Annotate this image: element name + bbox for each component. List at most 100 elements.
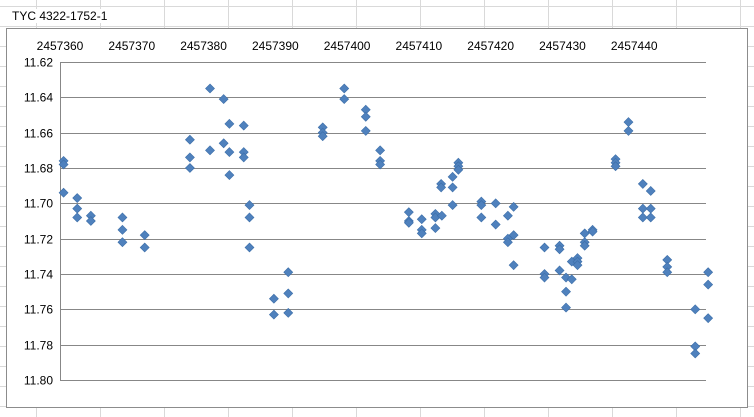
data-point[interactable]: [508, 260, 519, 271]
data-point[interactable]: [690, 348, 701, 359]
data-point[interactable]: [224, 170, 235, 180]
scatter-chart: 2457360 2457370 2457380 2457390 2457400 24574…: [24, 39, 714, 388]
data-point[interactable]: [539, 242, 550, 253]
data-point[interactable]: [610, 161, 621, 172]
data-point[interactable]: [317, 131, 328, 142]
data-point[interactable]: [72, 203, 83, 214]
data-point[interactable]: [703, 267, 714, 278]
data-point[interactable]: [566, 274, 577, 285]
data-point[interactable]: [268, 309, 279, 320]
data-point[interactable]: [572, 260, 583, 271]
data-point[interactable]: [218, 94, 229, 105]
data-point[interactable]: [360, 111, 371, 122]
data-point[interactable]: [447, 200, 458, 211]
data-points: [58, 83, 714, 359]
data-point[interactable]: [587, 226, 598, 237]
data-point[interactable]: [453, 164, 464, 175]
data-point[interactable]: [539, 272, 550, 283]
data-point[interactable]: [139, 230, 150, 241]
data-point[interactable]: [508, 230, 519, 241]
data-point[interactable]: [447, 182, 458, 193]
data-point[interactable]: [268, 293, 279, 304]
data-point[interactable]: [703, 279, 714, 290]
data-point[interactable]: [375, 159, 386, 170]
x-tick-label: 2457440: [611, 39, 658, 53]
x-tick-label: 2457360: [37, 39, 84, 53]
data-point[interactable]: [184, 134, 195, 145]
data-point[interactable]: [283, 267, 294, 278]
x-tick-label: 2457390: [252, 39, 299, 53]
data-point[interactable]: [561, 286, 571, 297]
y-tick-label: 11.70: [24, 197, 53, 211]
data-point[interactable]: [436, 210, 447, 221]
data-point[interactable]: [490, 198, 501, 209]
data-point[interactable]: [662, 267, 673, 278]
data-point[interactable]: [72, 193, 83, 203]
data-point[interactable]: [490, 219, 501, 230]
data-point[interactable]: [447, 171, 458, 182]
data-point[interactable]: [244, 200, 255, 211]
data-point[interactable]: [117, 212, 128, 223]
data-point[interactable]: [224, 147, 235, 158]
data-point[interactable]: [85, 216, 96, 226]
data-point[interactable]: [139, 242, 150, 253]
data-point[interactable]: [218, 138, 229, 149]
data-point[interactable]: [403, 217, 414, 228]
chart-area[interactable]: 2457360 2457370 2457380 2457390 2457400 24574…: [6, 28, 748, 408]
data-point[interactable]: [554, 265, 565, 276]
data-point[interactable]: [224, 118, 235, 129]
x-tick-label: 2457420: [467, 39, 514, 53]
data-point[interactable]: [184, 152, 195, 163]
data-point[interactable]: [637, 212, 648, 223]
data-point[interactable]: [554, 244, 565, 255]
data-point[interactable]: [561, 302, 571, 313]
data-point[interactable]: [244, 212, 255, 223]
data-point[interactable]: [283, 288, 294, 299]
data-point[interactable]: [645, 186, 656, 196]
data-point[interactable]: [339, 94, 350, 105]
data-point[interactable]: [430, 223, 441, 233]
data-point[interactable]: [645, 203, 656, 214]
x-tick-label: 2457410: [396, 39, 443, 53]
data-point[interactable]: [205, 145, 215, 156]
data-point[interactable]: [72, 212, 83, 223]
data-point[interactable]: [416, 214, 427, 225]
data-point[interactable]: [623, 125, 634, 136]
data-point[interactable]: [58, 159, 69, 170]
data-point[interactable]: [508, 201, 519, 212]
data-point[interactable]: [623, 117, 634, 127]
data-point[interactable]: [579, 240, 590, 251]
y-tick-label: 11.62: [24, 56, 53, 70]
data-point[interactable]: [360, 125, 371, 136]
data-point[interactable]: [645, 212, 656, 223]
x-tick-label: 2457400: [324, 39, 371, 53]
y-tick-label: 11.68: [24, 162, 53, 176]
x-tick-label: 2457430: [539, 39, 586, 53]
data-point[interactable]: [476, 200, 487, 211]
data-point[interactable]: [205, 83, 215, 94]
x-tick-label: 2457370: [108, 39, 155, 53]
data-point[interactable]: [238, 152, 249, 163]
data-point[interactable]: [117, 237, 128, 248]
data-point[interactable]: [238, 120, 249, 131]
sheet-title-cell[interactable]: TYC 4322-1752-1: [10, 9, 110, 23]
data-point[interactable]: [579, 228, 590, 239]
data-point[interactable]: [184, 163, 195, 173]
data-point[interactable]: [436, 182, 447, 193]
data-point[interactable]: [502, 237, 513, 248]
data-point[interactable]: [117, 224, 128, 235]
data-point[interactable]: [690, 304, 701, 315]
data-point[interactable]: [403, 207, 414, 218]
data-point[interactable]: [58, 187, 69, 198]
data-point[interactable]: [476, 212, 487, 223]
data-point[interactable]: [283, 307, 294, 318]
data-point[interactable]: [703, 313, 714, 324]
data-point[interactable]: [637, 178, 648, 189]
data-point[interactable]: [339, 83, 350, 94]
data-point[interactable]: [375, 145, 386, 156]
data-point[interactable]: [416, 228, 427, 239]
y-tick-label: 11.78: [24, 339, 53, 353]
data-point[interactable]: [244, 242, 255, 253]
x-tick-label: 2457380: [180, 39, 227, 53]
data-point[interactable]: [502, 210, 513, 221]
